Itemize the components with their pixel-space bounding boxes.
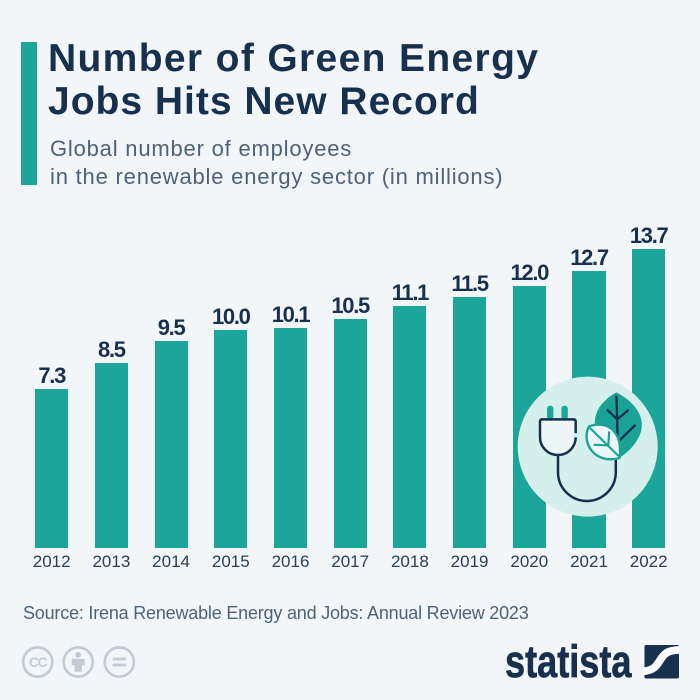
svg-text:CC: CC xyxy=(29,655,48,670)
svg-text:statista: statista xyxy=(505,638,632,686)
